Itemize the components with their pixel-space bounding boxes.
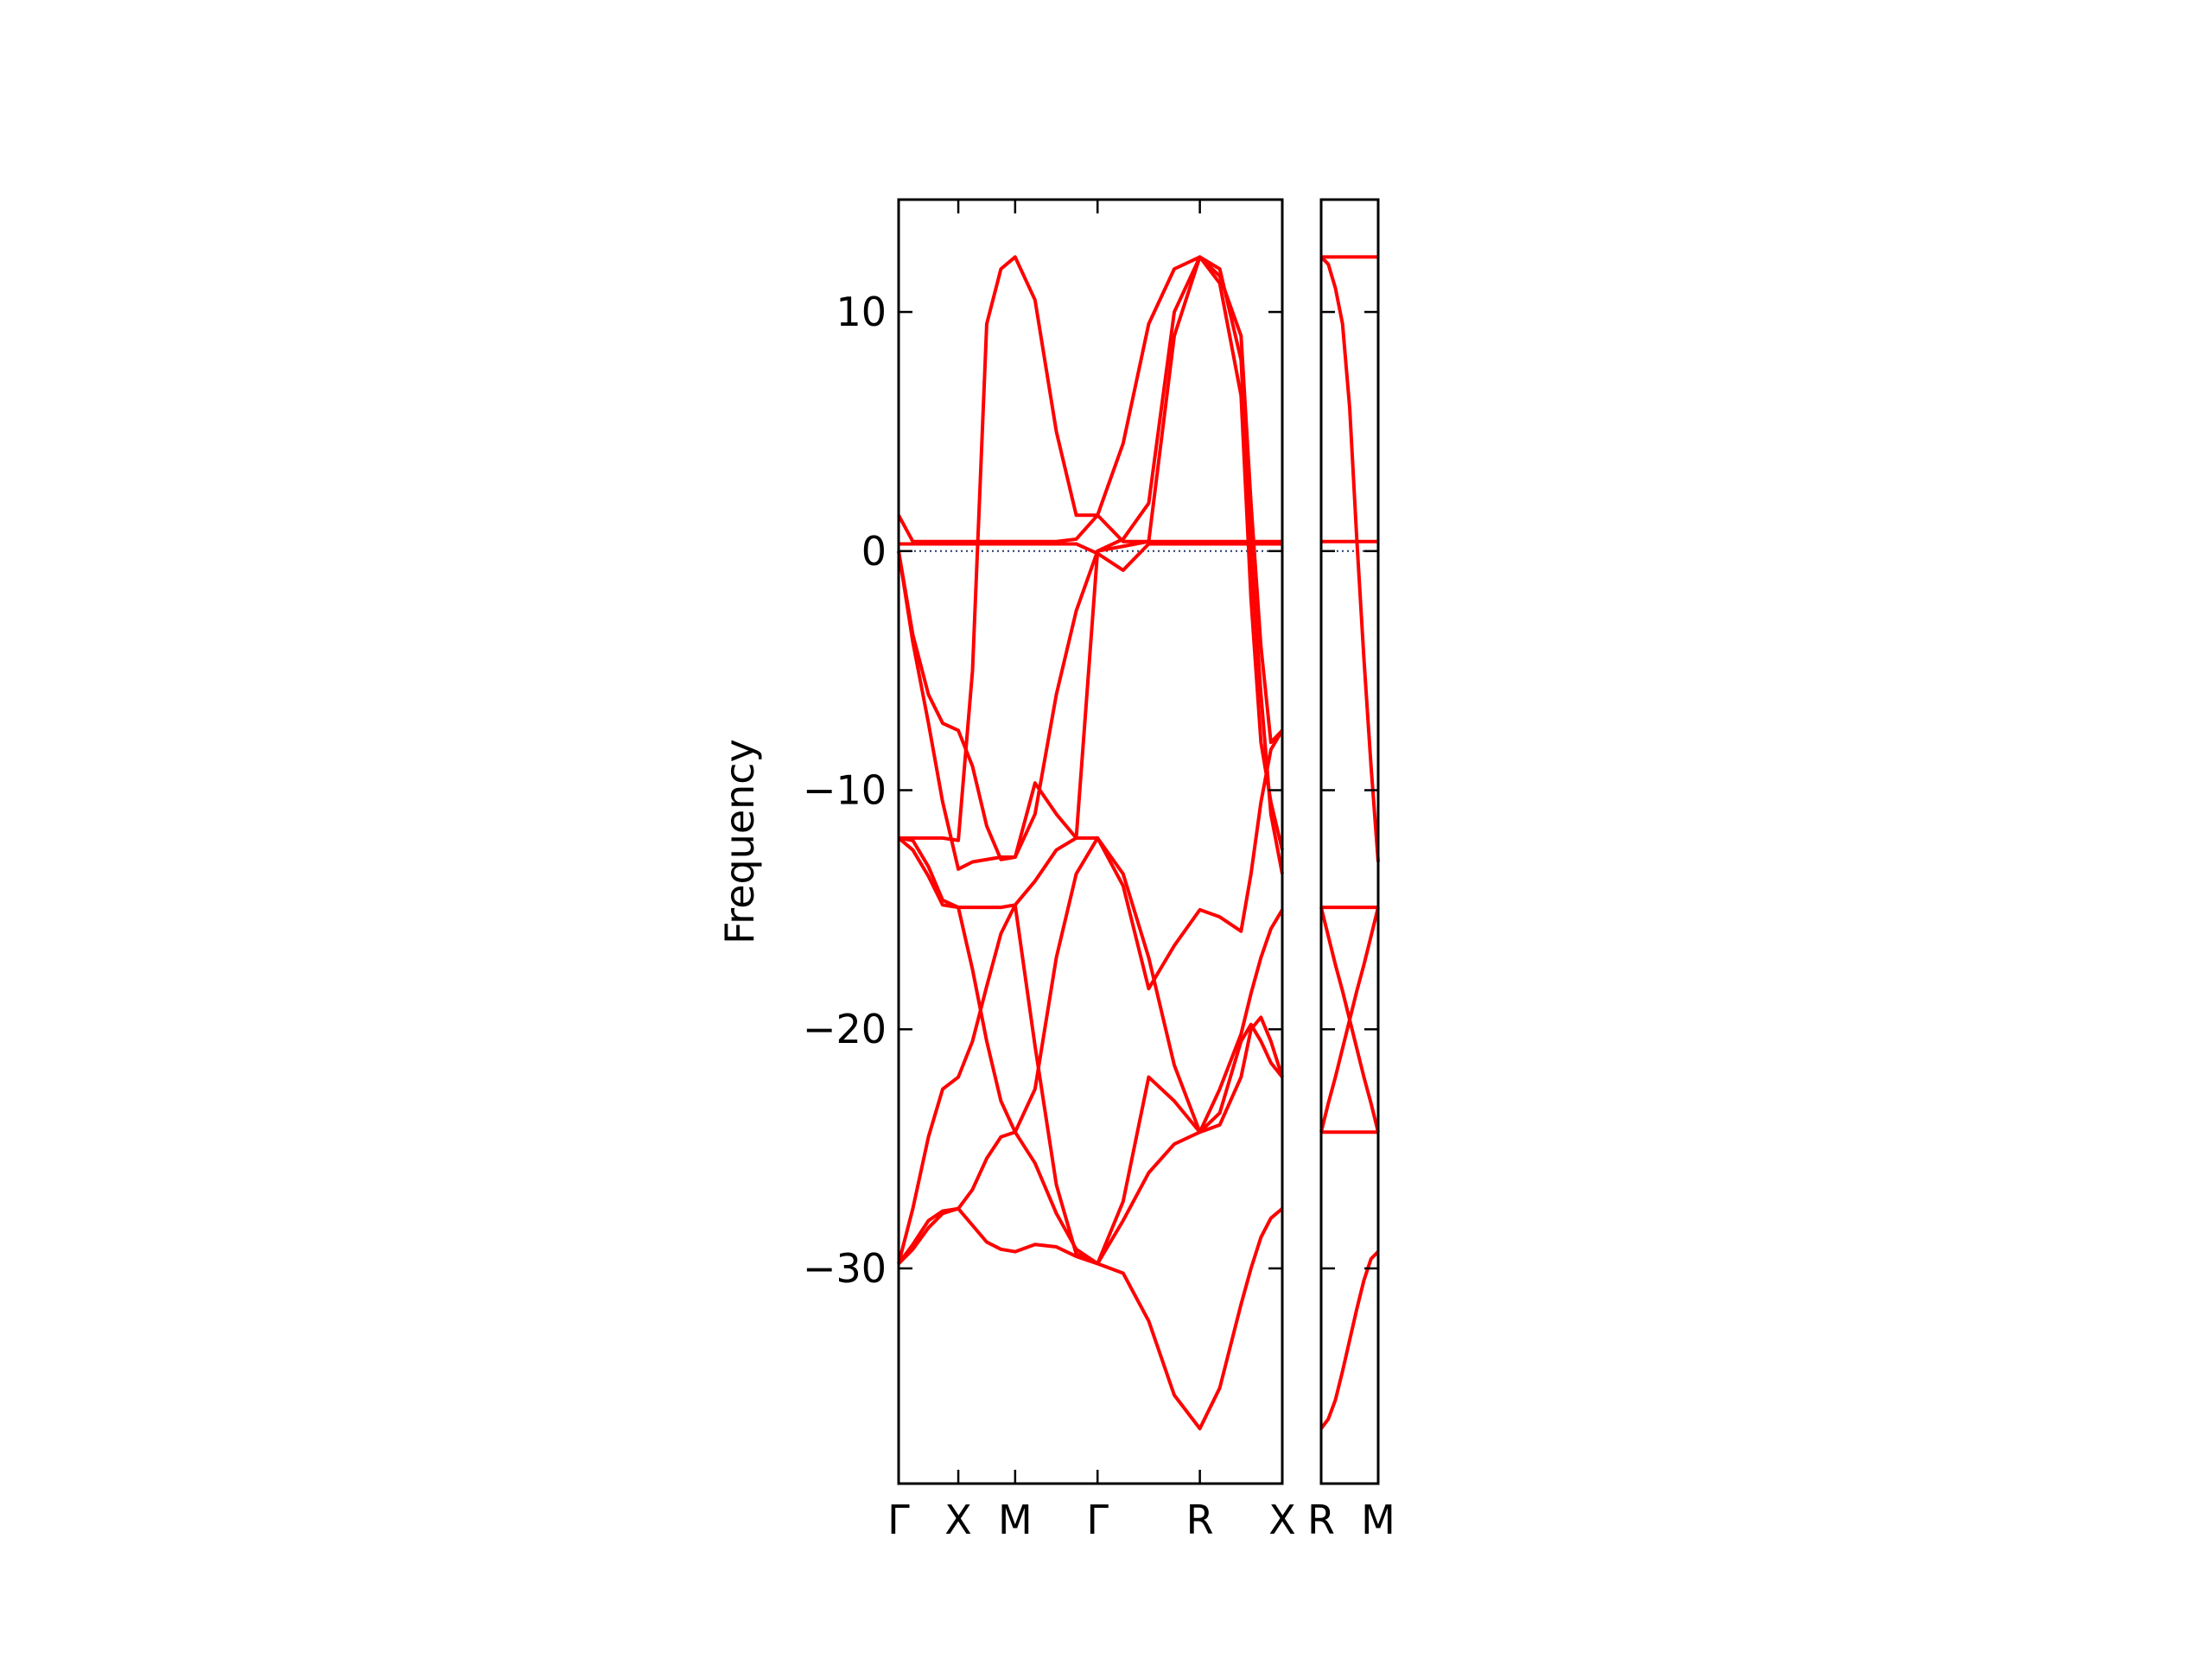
y-tick-label: 0 [861,528,887,575]
band-line [897,255,1284,874]
x-tick-label: R [1307,1497,1335,1543]
y-tick-label: −30 [803,1245,887,1292]
x-tick-label: R [1186,1497,1214,1543]
band-line [899,542,1282,572]
band-line [897,903,1284,1266]
x-tick-label: M [998,1497,1033,1543]
band-line [1319,1250,1380,1430]
x-tick-label: Γ [1086,1497,1109,1543]
x-tick-label: M [1361,1497,1395,1543]
y-tick-label: −10 [803,767,887,814]
band-line [1319,906,1380,1133]
band-line [897,1022,1284,1266]
x-tick-label: Γ [887,1497,910,1543]
y-axis-label: Frequency [716,739,763,944]
band-line [1319,256,1380,862]
y-tick-label: −20 [803,1006,887,1052]
band-line [899,255,1284,851]
axes-frame [897,198,1284,1485]
y-tick-label: 10 [836,289,887,335]
x-tick-label: X [1268,1497,1296,1543]
band-line [897,255,1284,871]
band-line [897,836,1284,1135]
band-line [897,513,1282,543]
x-tick-label: X [944,1497,972,1543]
band-line [897,1206,1284,1431]
axes-frame [1319,198,1380,1485]
